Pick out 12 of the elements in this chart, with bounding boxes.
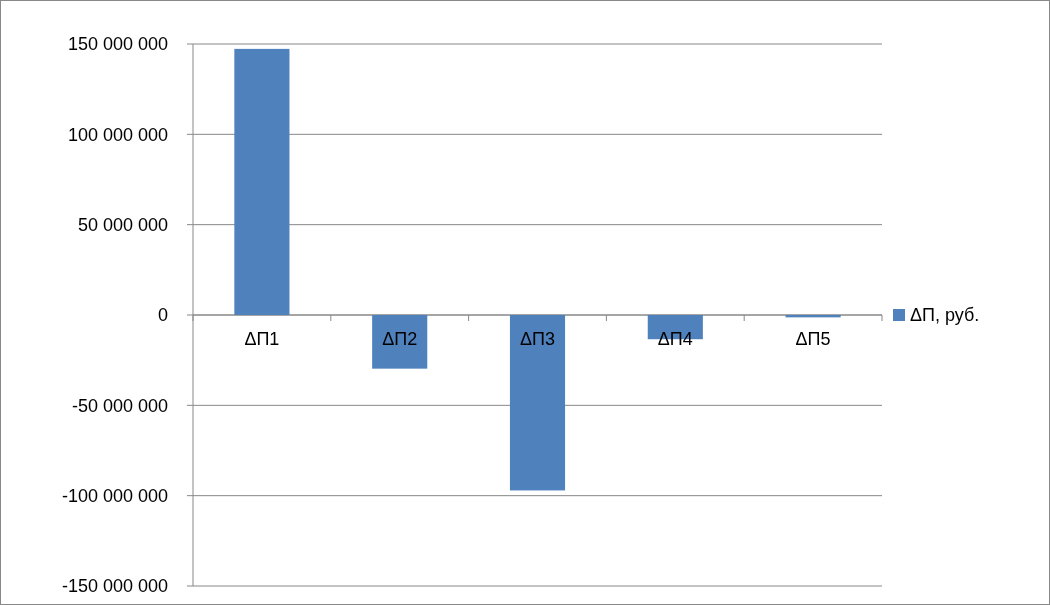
x-tick-label: ΔП2 xyxy=(382,329,418,349)
x-tick-label: ΔП5 xyxy=(795,329,831,349)
x-tick-label: ΔП1 xyxy=(244,329,280,349)
y-tick-label: 100 000 000 xyxy=(67,124,168,145)
legend-label: ΔП, руб. xyxy=(910,305,980,326)
y-tick-label: -50 000 000 xyxy=(71,395,168,416)
y-tick-label: 50 000 000 xyxy=(77,214,168,235)
y-tick-label: -100 000 000 xyxy=(61,485,168,506)
y-tick-label: 150 000 000 xyxy=(67,34,168,55)
y-tick-label: -150 000 000 xyxy=(61,576,168,597)
y-tick-label: 0 xyxy=(157,305,168,326)
x-tick-label: ΔП3 xyxy=(520,329,555,349)
